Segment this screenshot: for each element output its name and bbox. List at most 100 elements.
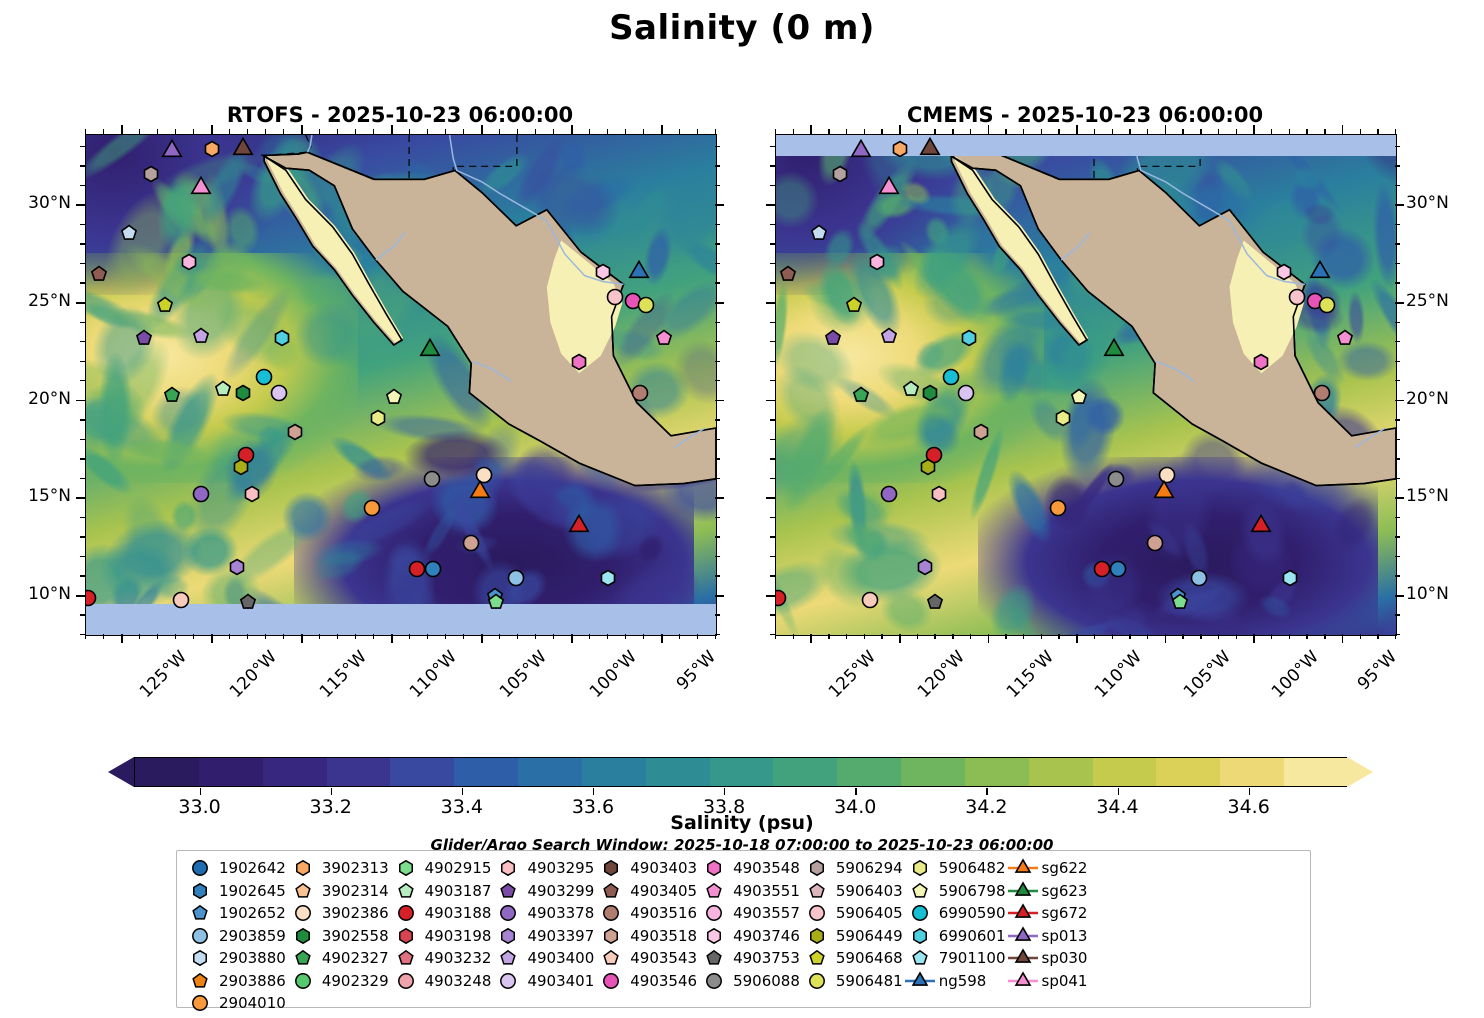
legend-item-4903746[interactable]: 4903746 [697,925,800,948]
platform-marker-5906405[interactable] [604,286,626,308]
platform-marker-sg672[interactable] [1248,512,1276,540]
platform-marker-5906481[interactable] [1316,294,1338,316]
platform-marker-5906468[interactable] [843,294,865,316]
legend-item-4902327[interactable]: 4902327 [286,947,389,970]
platform-marker-5906088[interactable] [1105,468,1127,490]
platform-marker-4903543[interactable] [171,589,193,611]
platform-marker-5906482[interactable] [1052,407,1074,429]
legend-item-4903546[interactable]: 4903546 [594,970,697,993]
legend-item-4903551[interactable]: 4903551 [697,880,800,903]
platform-marker-4903401[interactable] [268,382,290,404]
platform-marker-4903746[interactable] [1274,261,1296,283]
platform-marker-5906088[interactable] [421,468,443,490]
platform-marker-sp030[interactable] [916,135,944,162]
platform-marker-sp030[interactable] [229,135,257,162]
map-axes-rtofs[interactable] [85,134,717,636]
platform-marker-6990590[interactable] [940,366,962,388]
legend-item-sg672[interactable]: sg672 [1006,902,1087,925]
legend-item-4903516[interactable]: 4903516 [594,902,697,925]
legend-item-2903880[interactable]: 2903880 [183,947,286,970]
platform-marker-4903746[interactable] [592,261,614,283]
platform-marker-sg622[interactable] [1150,479,1178,507]
legend-item-4903295[interactable]: 4903295 [491,857,594,880]
platform-marker-sg623[interactable] [416,336,444,364]
legend-item-sg623[interactable]: sg623 [1006,880,1087,903]
platform-marker-3902386[interactable] [1157,464,1179,486]
platform-marker-4903401[interactable] [955,382,977,404]
platform-marker-4903187[interactable] [212,378,234,400]
legend-item-5906482[interactable]: 5906482 [903,857,1006,880]
legend-item-1902652[interactable]: 1902652 [183,902,286,925]
legend-item-5906405[interactable]: 5906405 [800,902,903,925]
legend-item-sp041[interactable]: sp041 [1006,970,1087,993]
legend-item-2904010[interactable]: 2904010 [183,992,286,1015]
platform-marker-sg623[interactable] [1101,336,1129,364]
legend-item-5906403[interactable]: 5906403 [800,880,903,903]
legend-item-4903557[interactable]: 4903557 [697,902,800,925]
platform-marker-4903187[interactable] [900,378,922,400]
legend-item-4903518[interactable]: 4903518 [594,925,697,948]
platform-marker-4903400[interactable] [878,325,900,347]
platform-marker-4903548[interactable] [568,351,590,373]
legend-item-1902642[interactable]: 1902642 [183,857,286,880]
legend-item-5906798[interactable]: 5906798 [903,880,1006,903]
platform-marker-sg622[interactable] [466,479,494,507]
legend-item-4903753[interactable]: 4903753 [697,947,800,970]
platform-marker-2903880[interactable] [118,222,140,244]
platform-marker-3902386[interactable] [473,464,495,486]
legend-item-4903400[interactable]: 4903400 [491,947,594,970]
platform-marker-5906468[interactable] [154,294,176,316]
platform-marker-6990601b[interactable] [597,567,619,589]
platform-marker-4903295[interactable] [928,484,950,506]
legend-item-4903548[interactable]: 4903548 [697,857,800,880]
platform-marker-2903880[interactable] [808,222,830,244]
platform-marker-4903299[interactable] [822,327,844,349]
platform-marker-5906482[interactable] [367,407,389,429]
platform-marker-sp041[interactable] [187,174,215,202]
platform-marker-3902558[interactable] [919,382,941,404]
platform-marker-4902915[interactable] [486,591,508,613]
platform-marker-sp013[interactable] [847,137,875,165]
platform-marker-sg672[interactable] [565,512,593,540]
platform-marker-ng598[interactable] [1306,258,1334,286]
platform-marker-5906294[interactable] [829,163,851,185]
platform-marker-4903299[interactable] [133,327,155,349]
platform-marker-sp013[interactable] [159,137,187,165]
platform-marker-1902642[interactable] [776,587,789,609]
legend-item-4903403[interactable]: 4903403 [594,857,697,880]
legend-item-4903232[interactable]: 4903232 [389,947,491,970]
platform-marker-2903859[interactable] [1188,567,1210,589]
platform-marker-4903232[interactable] [1091,558,1113,580]
platform-marker-5906294[interactable] [140,163,162,185]
legend-item-5906294[interactable]: 5906294 [800,857,903,880]
legend-item-7901100[interactable]: 7901100 [903,947,1006,970]
legend-item-4903397[interactable]: 4903397 [491,925,594,948]
platform-marker-5906405[interactable] [1286,286,1308,308]
legend-item-5906088[interactable]: 5906088 [697,970,800,993]
platform-marker-4902915[interactable] [1169,591,1191,613]
platform-marker-6990601b[interactable] [1279,567,1301,589]
platform-marker-2904010[interactable] [361,497,383,519]
legend-item-2903886[interactable]: 2903886 [183,970,286,993]
platform-marker-4903548[interactable] [1250,351,1272,373]
legend-item-6990590[interactable]: 6990590 [903,902,1006,925]
platform-marker-sp041[interactable] [876,174,904,202]
platform-marker-4903295[interactable] [241,484,263,506]
platform-marker-3902313[interactable] [201,138,223,160]
legend-item-sp013[interactable]: sp013 [1006,925,1087,948]
platform-marker-5906449[interactable] [917,456,939,478]
platform-marker-4903232[interactable] [406,558,428,580]
platform-marker-4903516[interactable] [630,382,652,404]
map-axes-cmems[interactable] [775,134,1397,636]
legend-item-sp030[interactable]: sp030 [1006,947,1087,970]
legend-item-1902645[interactable]: 1902645 [183,880,286,903]
legend-item-3902558[interactable]: 3902558 [286,925,389,948]
legend-item-4903198[interactable]: 4903198 [389,925,491,948]
platform-marker-4903405[interactable] [778,263,800,285]
platform-marker-4903378[interactable] [190,484,212,506]
platform-marker-4902327[interactable] [850,384,872,406]
legend-item-2903859[interactable]: 2903859 [183,925,286,948]
platform-marker-4903753[interactable] [237,591,259,613]
platform-marker-4903400[interactable] [190,325,212,347]
legend-item-4903248[interactable]: 4903248 [389,970,491,993]
